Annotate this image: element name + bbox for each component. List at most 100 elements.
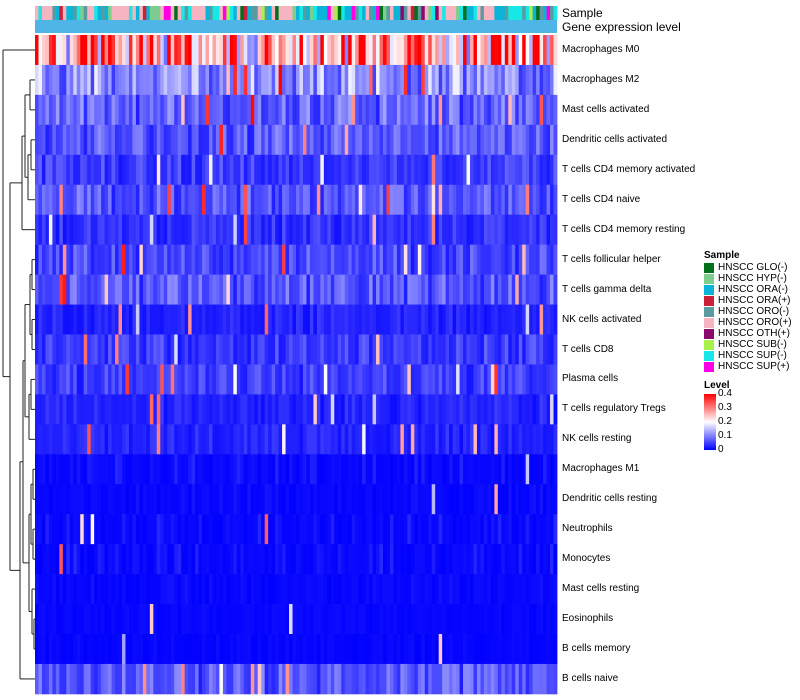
heatmap-cell [184, 124, 189, 156]
heatmap-cell [309, 424, 314, 455]
heatmap-cell [435, 274, 440, 305]
heatmap-cell [254, 274, 259, 305]
heatmap-cell [278, 544, 283, 575]
heatmap-cell [452, 64, 457, 96]
heatmap-cell [212, 124, 217, 156]
heatmap-cell [59, 454, 64, 485]
heatmap-cell [550, 124, 554, 156]
heatmap-cell [212, 274, 217, 305]
heatmap-cell [456, 94, 460, 126]
heatmap-cell [198, 244, 203, 275]
sample-annotation-cell [337, 6, 342, 20]
heatmap-cell [146, 274, 151, 305]
heatmap-cell [191, 634, 196, 665]
heatmap-cell [135, 634, 140, 665]
heatmap-cell [431, 574, 436, 605]
heatmap-cell [438, 663, 443, 695]
heatmap-cell [358, 514, 363, 545]
heatmap-cell [393, 364, 398, 395]
heatmap-cell [543, 424, 547, 455]
heatmap-cell [261, 35, 266, 66]
heatmap-cell [167, 424, 172, 455]
heatmap-cell [532, 574, 537, 605]
heatmap-cell [289, 544, 293, 575]
heatmap-cell [250, 35, 255, 66]
heatmap-cell [101, 364, 105, 395]
heatmap-cell [229, 484, 234, 515]
heatmap-cell [389, 454, 394, 485]
heatmap-cell [59, 634, 64, 665]
heatmap-cell [473, 454, 478, 485]
heatmap-cell [476, 454, 481, 485]
heatmap-cell [362, 35, 366, 66]
heatmap-cell [240, 484, 245, 515]
heatmap-cell [456, 544, 460, 575]
heatmap-cell [292, 394, 297, 425]
heatmap-cell [226, 35, 231, 66]
heatmap-cell [463, 304, 467, 335]
heatmap-cell [316, 184, 321, 216]
heatmap-cell [219, 574, 224, 605]
heatmap-cell [167, 334, 172, 365]
heatmap-cell [83, 244, 88, 275]
heatmap-cell [316, 334, 321, 365]
heatmap-cell [341, 454, 346, 485]
heatmap-cell [296, 514, 300, 545]
heatmap-cell [466, 304, 471, 335]
heatmap-cell [501, 214, 506, 246]
sample-annotation-cell [403, 6, 408, 20]
heatmap-cell [236, 214, 241, 246]
heatmap-cell [351, 35, 356, 66]
heatmap-cell [167, 64, 172, 96]
heatmap-cell [414, 184, 419, 216]
heatmap-cell [202, 64, 206, 96]
heatmap-cell [466, 274, 471, 305]
heatmap-cell [275, 514, 279, 545]
heatmap-cell [452, 334, 457, 365]
heatmap-cell [351, 94, 356, 126]
heatmap-cell [226, 604, 231, 635]
heatmap-cell [487, 454, 492, 485]
heatmap-cell [80, 184, 85, 216]
heatmap-cell [80, 214, 85, 246]
heatmap-cell [463, 124, 467, 156]
heatmap-cell [128, 64, 133, 96]
heatmap-cell [257, 574, 262, 605]
heatmap-cell [463, 364, 467, 395]
heatmap-cell [219, 424, 224, 455]
heatmap-cell [511, 35, 516, 66]
heatmap-cell [35, 214, 39, 246]
heatmap-cell [195, 244, 199, 275]
heatmap-cell [424, 663, 429, 695]
heatmap-cell [261, 304, 266, 335]
heatmap-cell [348, 334, 353, 365]
heatmap-cell [108, 64, 112, 96]
sample-annotation-cell [490, 6, 495, 20]
heatmap-cell [292, 663, 297, 695]
sample-annotation-cell [104, 6, 109, 20]
heatmap-cell [191, 574, 196, 605]
heatmap-cell [174, 124, 179, 156]
heatmap-cell [215, 274, 220, 305]
heatmap-cell [229, 634, 234, 665]
heatmap-cell [313, 604, 318, 635]
heatmap-cell [306, 274, 311, 305]
heatmap-cell [515, 424, 520, 455]
heatmap-cell [132, 274, 137, 305]
heatmap-cell [202, 184, 206, 216]
heatmap-cell [261, 634, 266, 665]
heatmap-cell [428, 634, 433, 665]
heatmap-cell [209, 424, 213, 455]
heatmap-cell [45, 304, 50, 335]
heatmap-cell [456, 274, 460, 305]
heatmap-cell [396, 184, 401, 216]
heatmap-cell [483, 544, 488, 575]
heatmap-cell [205, 334, 210, 365]
heatmap-cell [348, 35, 353, 66]
sample-annotation-cell [115, 6, 119, 20]
heatmap-cell [417, 154, 422, 186]
heatmap-cell [410, 424, 415, 455]
heatmap-cell [508, 364, 513, 395]
heatmap-cell [142, 544, 147, 575]
heatmap-cell [52, 574, 57, 605]
